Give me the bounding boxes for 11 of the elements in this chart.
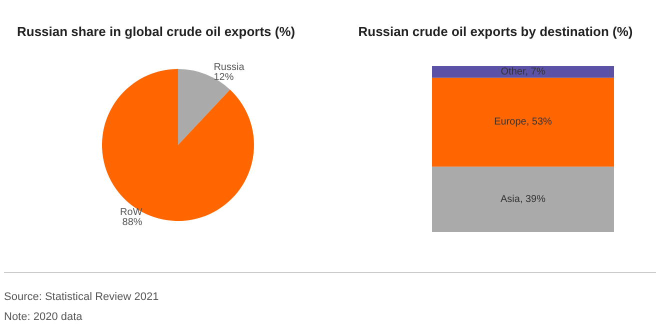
source-note: Source: Statistical Review 2021 bbox=[4, 290, 159, 305]
chart-title: Russian crude oil exports by destination (%) bbox=[358, 24, 633, 39]
slice-label: Russia bbox=[214, 62, 245, 73]
data-label: 12% bbox=[214, 72, 234, 83]
data-label: Other, 7% bbox=[500, 66, 546, 78]
data-label: Asia, 39% bbox=[500, 194, 546, 205]
slice-label: RoW bbox=[120, 207, 143, 218]
data-label: 88% bbox=[122, 217, 142, 228]
text: Note: 2020 data bbox=[4, 310, 84, 324]
data-label: Europe, 53% bbox=[494, 116, 552, 128]
chart-title: Russian share in global crude oil exports (%) bbox=[17, 24, 296, 39]
